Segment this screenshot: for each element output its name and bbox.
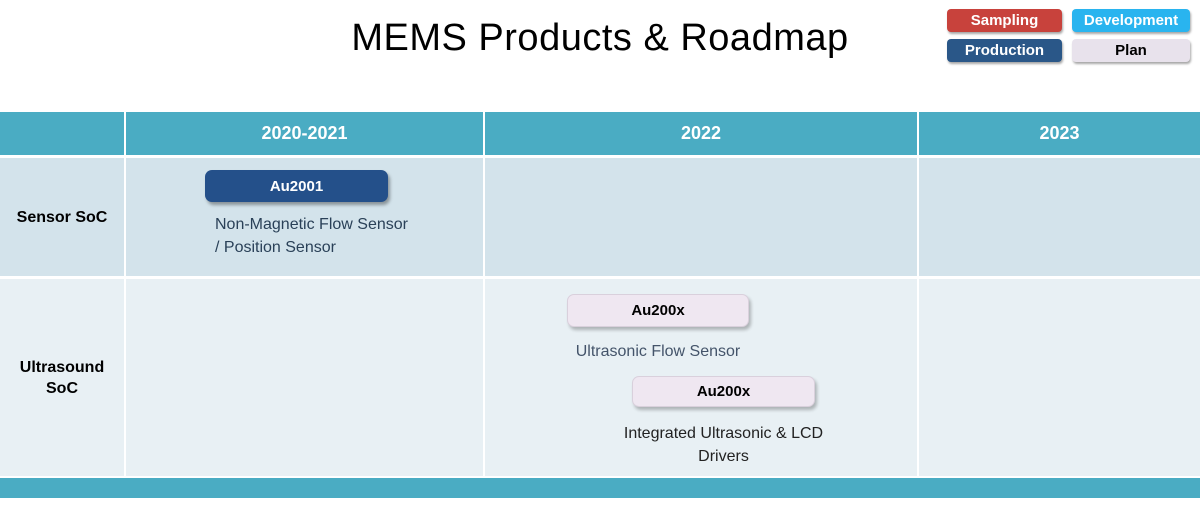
- footer-accent-bar: [0, 478, 1200, 498]
- chip-au2001-label: Au2001: [269, 177, 324, 195]
- legend-production-badge: Production: [947, 39, 1062, 62]
- chip-au200x-lcd-label: Au200x: [696, 383, 751, 400]
- desc-au200x-flow: Ultrasonic Flow Sensor: [552, 340, 764, 363]
- legend-development-badge: Development: [1072, 9, 1190, 32]
- desc-au200x-lcd-line2: Drivers: [698, 448, 749, 465]
- page-title: MEMS Products & Roadmap: [351, 17, 849, 59]
- legend-plan-badge: Plan: [1072, 39, 1190, 62]
- cell-sensor-2022: [485, 158, 917, 276]
- cell-sensor-2023: [919, 158, 1200, 276]
- desc-au2001-line2: / Position Sensor: [215, 239, 336, 256]
- desc-au2001-line1: Non-Magnetic Flow Sensor: [215, 216, 408, 233]
- header-cell-empty: [0, 112, 124, 155]
- cell-ultrasound-2023: [919, 279, 1200, 476]
- row-label-sensor-soc: Sensor SoC: [0, 158, 124, 276]
- legend-plan-label: Plan: [1115, 42, 1147, 59]
- header-cell-2022: 2022: [485, 112, 917, 155]
- legend-development-label: Development: [1083, 12, 1179, 29]
- chip-au200x-lcd: Au200x: [632, 376, 815, 407]
- header-cell-2023: 2023: [919, 112, 1200, 155]
- desc-au200x-lcd: Integrated Ultrasonic & LCD Drivers: [617, 422, 830, 468]
- chip-au200x-flow-label: Au200x: [631, 302, 685, 319]
- legend-production-label: Production: [964, 42, 1045, 59]
- chip-au200x-flow: Au200x: [567, 294, 749, 327]
- legend-sampling-label: Sampling: [970, 12, 1039, 29]
- cell-ultrasound-2020-2021: [126, 279, 483, 476]
- status-legend: Sampling Development Production Plan: [947, 9, 1190, 62]
- desc-au200x-lcd-line1: Integrated Ultrasonic & LCD: [623, 425, 824, 442]
- desc-au2001: Non-Magnetic Flow Sensor / Position Sens…: [215, 213, 485, 259]
- chip-au2001: Au2001: [205, 170, 388, 202]
- header-cell-2020-2021: 2020-2021: [126, 112, 483, 155]
- row-label-ultrasound-soc: Ultrasound SoC: [0, 279, 124, 476]
- legend-sampling-badge: Sampling: [947, 9, 1062, 32]
- desc-au200x-flow-line1: Ultrasonic Flow Sensor: [575, 343, 741, 360]
